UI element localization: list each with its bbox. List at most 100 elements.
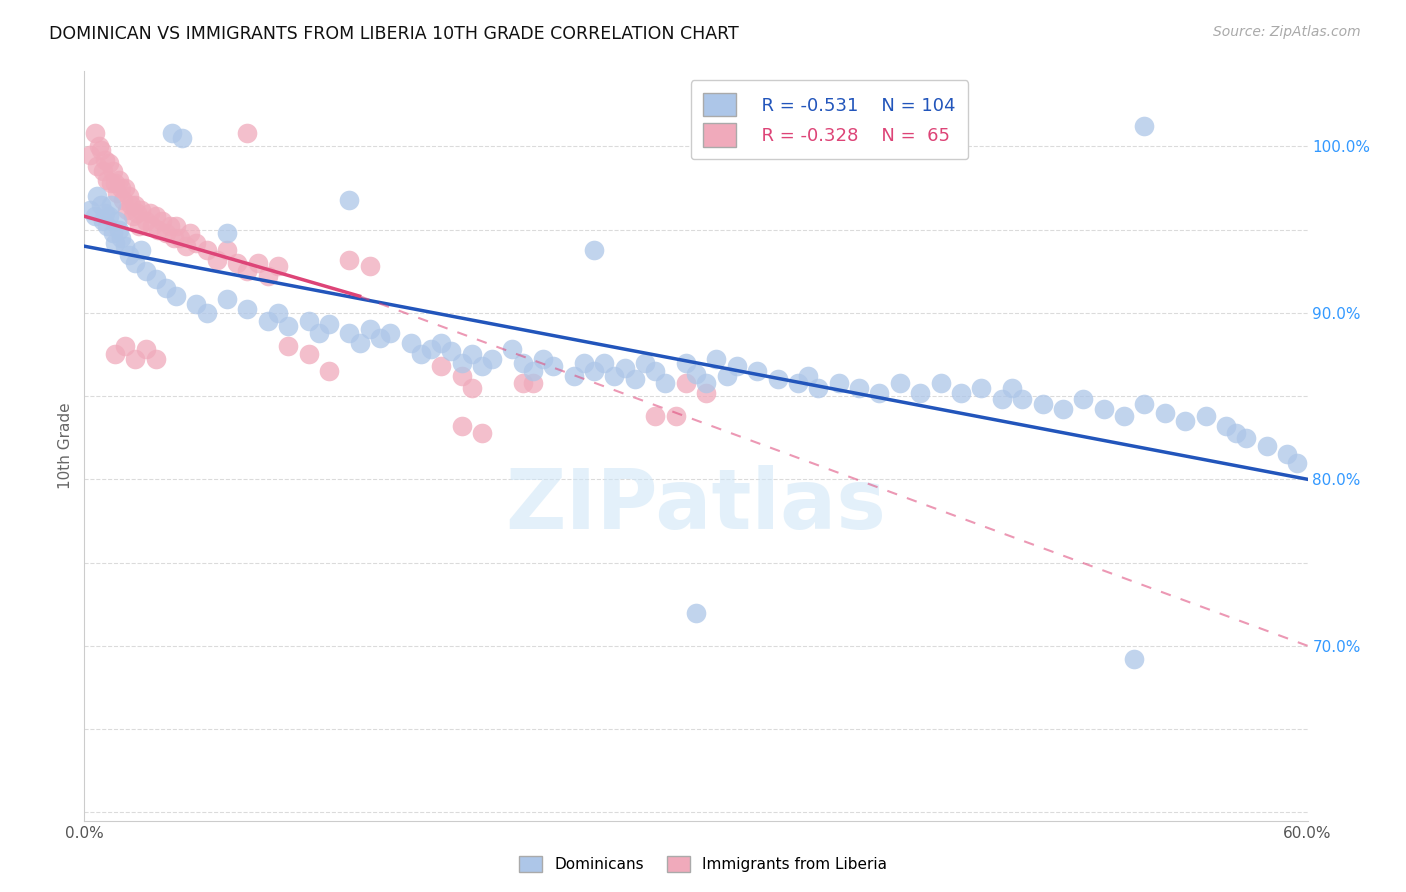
Point bbox=[543, 359, 565, 373]
Point bbox=[1215, 419, 1237, 434]
Point bbox=[644, 409, 666, 423]
Point bbox=[450, 369, 472, 384]
Point bbox=[96, 172, 118, 186]
Point bbox=[101, 164, 124, 178]
Point bbox=[634, 356, 657, 370]
Point bbox=[1073, 392, 1095, 407]
Point bbox=[87, 139, 110, 153]
Point bbox=[174, 239, 197, 253]
Point bbox=[1011, 392, 1033, 407]
Point bbox=[257, 314, 280, 328]
Point bbox=[409, 347, 432, 361]
Point bbox=[848, 381, 870, 395]
Point bbox=[169, 231, 191, 245]
Point bbox=[146, 222, 169, 236]
Point bbox=[131, 243, 153, 257]
Point bbox=[1277, 447, 1299, 461]
Point bbox=[787, 376, 810, 390]
Point bbox=[110, 181, 132, 195]
Point bbox=[1052, 402, 1074, 417]
Point bbox=[1133, 120, 1156, 134]
Point bbox=[1256, 439, 1278, 453]
Point bbox=[128, 219, 150, 234]
Point bbox=[155, 281, 177, 295]
Point bbox=[298, 314, 321, 328]
Point bbox=[179, 226, 201, 240]
Point bbox=[695, 376, 717, 390]
Point bbox=[86, 159, 108, 173]
Point bbox=[502, 343, 524, 357]
Point bbox=[172, 131, 194, 145]
Point bbox=[339, 193, 361, 207]
Point bbox=[747, 364, 769, 378]
Point bbox=[145, 209, 167, 223]
Point bbox=[685, 368, 707, 382]
Point bbox=[450, 356, 472, 370]
Point bbox=[766, 372, 789, 386]
Point bbox=[236, 302, 259, 317]
Point bbox=[118, 247, 141, 261]
Point bbox=[522, 376, 544, 390]
Text: DOMINICAN VS IMMIGRANTS FROM LIBERIA 10TH GRADE CORRELATION CHART: DOMINICAN VS IMMIGRANTS FROM LIBERIA 10T… bbox=[49, 25, 740, 43]
Point bbox=[430, 359, 453, 373]
Point bbox=[104, 176, 127, 190]
Point bbox=[318, 364, 340, 378]
Point bbox=[716, 369, 738, 384]
Point bbox=[1092, 402, 1115, 417]
Point bbox=[1174, 414, 1197, 428]
Point bbox=[359, 259, 381, 273]
Point bbox=[440, 344, 463, 359]
Point bbox=[160, 126, 183, 140]
Point bbox=[135, 264, 157, 278]
Point bbox=[155, 226, 177, 240]
Point bbox=[186, 297, 208, 311]
Point bbox=[471, 425, 494, 440]
Point bbox=[165, 289, 187, 303]
Point bbox=[1236, 431, 1258, 445]
Point bbox=[217, 243, 239, 257]
Point bbox=[869, 385, 891, 400]
Point bbox=[101, 226, 124, 240]
Point bbox=[380, 326, 402, 340]
Point bbox=[145, 272, 167, 286]
Point bbox=[115, 202, 138, 217]
Point bbox=[163, 231, 186, 245]
Point bbox=[114, 181, 136, 195]
Point bbox=[93, 206, 115, 220]
Point bbox=[277, 319, 299, 334]
Point bbox=[368, 331, 391, 345]
Point bbox=[339, 252, 361, 267]
Point bbox=[603, 369, 626, 384]
Point bbox=[267, 259, 290, 273]
Point bbox=[430, 335, 453, 350]
Point bbox=[91, 214, 114, 228]
Point bbox=[797, 369, 820, 384]
Point bbox=[114, 239, 136, 253]
Point bbox=[807, 381, 830, 395]
Point bbox=[108, 172, 131, 186]
Point bbox=[695, 385, 717, 400]
Point bbox=[1195, 409, 1218, 423]
Point bbox=[583, 243, 606, 257]
Point bbox=[471, 359, 494, 373]
Point bbox=[90, 143, 112, 157]
Point bbox=[706, 352, 728, 367]
Point bbox=[97, 209, 120, 223]
Point bbox=[644, 364, 666, 378]
Point bbox=[97, 156, 120, 170]
Legend:   R = -0.531    N = 104,   R = -0.328    N =  65: R = -0.531 N = 104, R = -0.328 N = 65 bbox=[690, 80, 969, 160]
Point bbox=[970, 381, 993, 395]
Point bbox=[1032, 397, 1054, 411]
Point bbox=[991, 392, 1014, 407]
Point bbox=[100, 197, 122, 211]
Point bbox=[135, 343, 157, 357]
Point bbox=[675, 356, 697, 370]
Point bbox=[531, 352, 554, 367]
Point bbox=[100, 176, 122, 190]
Point bbox=[246, 256, 269, 270]
Point bbox=[910, 385, 932, 400]
Y-axis label: 10th Grade: 10th Grade bbox=[58, 402, 73, 490]
Point bbox=[349, 335, 371, 350]
Point bbox=[420, 343, 443, 357]
Point bbox=[929, 376, 952, 390]
